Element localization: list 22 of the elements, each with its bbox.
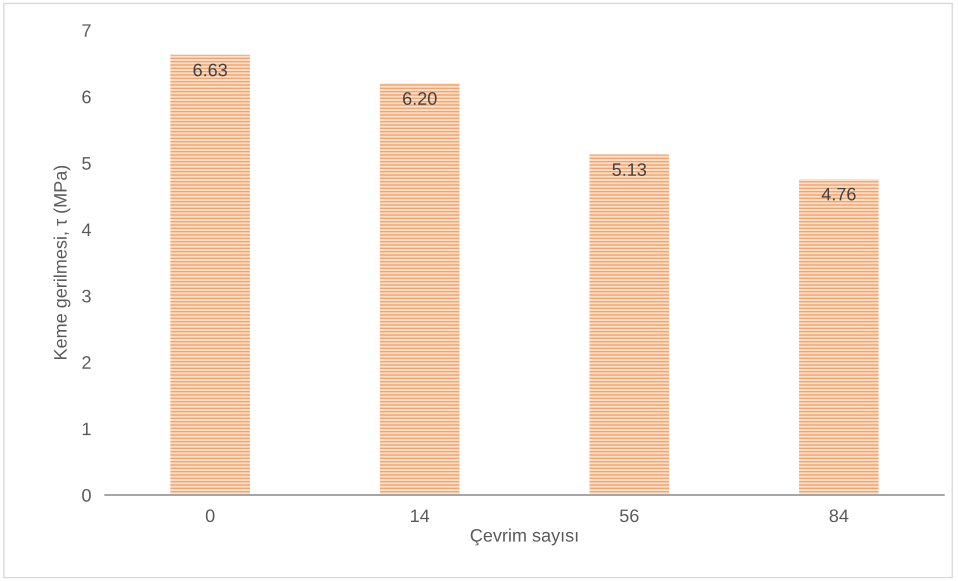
y-tick-label: 5 — [82, 157, 91, 170]
data-label: 5.13 — [612, 163, 646, 176]
x-tick-label: 84 — [830, 509, 848, 522]
x-tick-label: 56 — [620, 509, 639, 522]
y-tick-label: 4 — [82, 224, 91, 236]
y-tick-label: 3 — [82, 290, 91, 303]
y-tick-label: 2 — [82, 356, 91, 369]
bar — [799, 178, 879, 496]
y-tick-label: 1 — [82, 422, 91, 436]
bar — [380, 83, 460, 496]
bar — [589, 154, 670, 496]
data-label: 6.63 — [194, 64, 227, 76]
x-tick-label: 0 — [206, 509, 214, 522]
data-label: 4.76 — [822, 188, 856, 201]
y-tick-label: 6 — [82, 90, 91, 104]
y-tick-label: 7 — [82, 24, 91, 37]
y-axis-title: Keme gerilmesi, τ (MPa) — [54, 166, 70, 360]
x-axis-title: Çevrim sayısı — [470, 528, 578, 546]
bar — [170, 54, 250, 496]
data-label: 6.20 — [403, 92, 437, 105]
y-tick-label: 0 — [82, 488, 91, 502]
x-tick-label: 14 — [411, 510, 430, 522]
